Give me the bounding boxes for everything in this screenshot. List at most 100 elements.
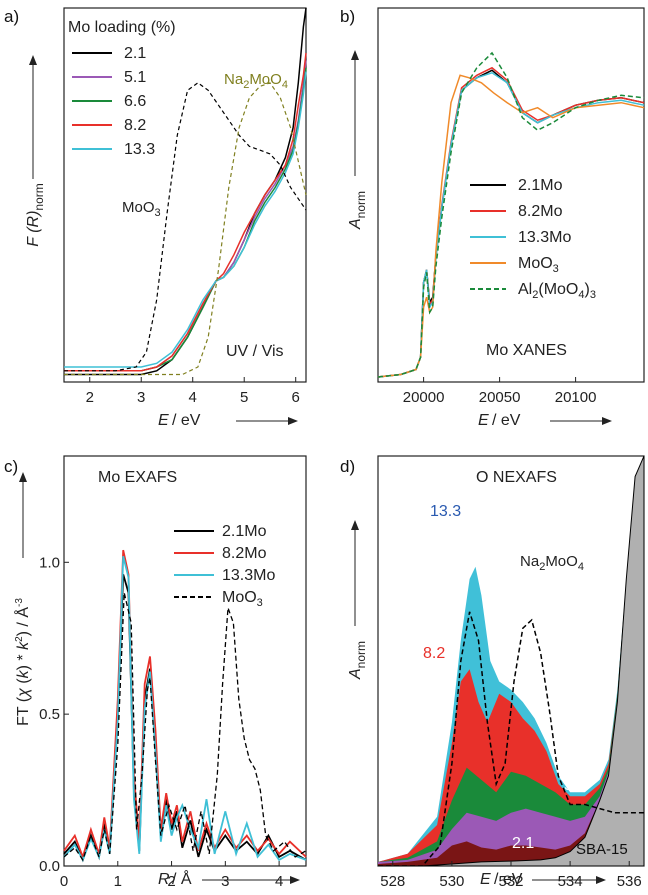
panel-a-series — [64, 7, 307, 376]
panel-b-label: b) — [340, 7, 355, 26]
panel-d-label: d) — [340, 457, 355, 476]
panel-b-series-13-3mo — [377, 71, 645, 378]
panel-a-xtick-label-4: 4 — [189, 389, 197, 406]
panel-d-xtick-label-528: 528 — [380, 873, 405, 890]
panel-b-xlabel: E / eV — [478, 412, 612, 429]
panel-a-series-na2moo4 — [64, 82, 307, 376]
panel-b-frame — [377, 7, 645, 383]
panel-a-ticks: 2 3 4 5 6 — [86, 377, 300, 406]
svg-text:/ Å: / Å — [172, 869, 192, 888]
panel-c-xlabel: R / Å — [158, 869, 300, 888]
panel-b-legend-label-2-1mo: 2.1Mo — [518, 177, 563, 194]
panel-c-frame — [63, 455, 307, 867]
panel-d-label-8-2: 8.2 — [423, 645, 445, 662]
panel-b-xtick-label-20050: 20050 — [479, 389, 521, 406]
panel-b-legend-label-al2-moo4-3: Al2(MoO4)3 — [518, 281, 596, 301]
svg-text:FT (χ (k) * k2) / Å-3: FT (χ (k) * k2) / Å-3 — [13, 598, 32, 726]
panel-c-xtick-label-0: 0 — [60, 873, 68, 890]
panel-b-legend: 2.1Mo 8.2Mo 13.3Mo MoO3 Al2(MoO4)3 — [470, 177, 596, 301]
panel-d-label-13-3: 13.3 — [430, 503, 461, 520]
panel-a-xlabel: E / eV — [158, 412, 298, 429]
panel-b-series-al2-moo4-3 — [377, 51, 645, 378]
panel-b-series-2-1mo — [377, 69, 645, 378]
panel-d-ticks: 528 530 532 534 536 — [380, 861, 642, 890]
panel-b-series-moo3 — [377, 74, 645, 378]
panel-d-na2moo4-label: Na2MoO4 — [520, 553, 584, 573]
panel-c-ytick-label-0-5: 0.5 — [39, 706, 60, 723]
svg-text:Anorm: Anorm — [347, 641, 368, 680]
panel-d-label-5-1: 5.1 — [564, 777, 586, 794]
panel-d-ylabel: Anorm — [347, 520, 368, 680]
panel-b-mo-xanes: b) 20000 20050 20100 2.1Mo 8.2Mo 13.3Mo MoO3 A… — [340, 7, 645, 429]
panel-d-label-2-1: 2.1 — [512, 835, 534, 852]
panel-d-xtick-label-530: 530 — [439, 873, 464, 890]
svg-text:F (R)norm: F (R)norm — [25, 183, 46, 246]
svg-text:/ eV: / eV — [172, 412, 201, 429]
panel-a-series-13-3 — [64, 71, 307, 368]
panel-a-legend-label-2-1: 2.1 — [124, 45, 146, 62]
panel-b-legend-label-8-2mo: 8.2Mo — [518, 203, 563, 220]
panel-c-xtick-label-4: 4 — [275, 873, 283, 890]
panel-d-plot-area — [378, 456, 644, 866]
panel-c-series-2-1mo — [63, 574, 307, 863]
panel-a-series-6-6 — [64, 67, 307, 372]
panel-a-series-5-1 — [64, 60, 307, 372]
svg-text:R: R — [158, 871, 170, 888]
panel-d-xtick-label-534: 534 — [558, 873, 583, 890]
panel-c-legend-label-13-3mo: 13.3Mo — [222, 567, 275, 584]
svg-text:E: E — [158, 412, 169, 429]
panel-a-legend: 2.1 5.1 6.6 8.2 13.3 — [72, 45, 155, 158]
panel-a-na2moo4-label: Na2MoO4 — [224, 71, 288, 91]
panel-b-ticks: 20000 20050 20100 — [403, 377, 596, 406]
panel-c-ytick-label-0-0: 0.0 — [39, 858, 60, 875]
panel-a-legend-label-13-3: 13.3 — [124, 141, 155, 158]
panel-d-label-sba15: SBA-15 — [576, 841, 628, 858]
svg-text:Anorm: Anorm — [347, 191, 368, 230]
panel-d-o-nexafs: d) 528 530 532 534 536 O NEXAFS 13.3 8.2 6.6… — [340, 455, 645, 890]
panel-c-legend-label-8-2mo: 8.2Mo — [222, 545, 267, 562]
svg-text:/ eV: / eV — [494, 871, 523, 888]
panel-b-series-8-2mo — [377, 66, 645, 378]
panel-c-series-8-2mo — [63, 549, 307, 860]
panel-c-ytick-label-1-0: 1.0 — [39, 554, 60, 571]
panel-b-ylabel: Anorm — [347, 50, 368, 230]
panel-a-legend-label-6-6: 6.6 — [124, 93, 146, 110]
panel-d-xtick-label-532: 532 — [498, 873, 523, 890]
panel-c-legend: 2.1Mo 8.2Mo 13.3Mo MoO3 — [174, 523, 275, 609]
panel-b-legend-label-13-3mo: 13.3Mo — [518, 229, 571, 246]
panel-c-series-moo3 — [63, 592, 307, 862]
panel-b-xtick-label-20000: 20000 — [403, 389, 445, 406]
panel-a-xtick-label-3: 3 — [137, 389, 145, 406]
panel-c-series-13-3mo — [63, 555, 307, 863]
panel-a-legend-label-5-1: 5.1 — [124, 69, 146, 86]
panel-b-series — [377, 51, 645, 378]
panel-a-annotation: UV / Vis — [226, 343, 284, 360]
panel-a-legend-title: Mo loading (%) — [68, 19, 176, 36]
panel-d-series-na2moo4 — [378, 611, 644, 866]
panel-c-label: c) — [4, 457, 18, 476]
panel-a-moo3-label: MoO3 — [122, 199, 161, 219]
panel-a-uv-vis: a) 2 3 4 5 6 Mo loading (%) 2.1 5.1 6.6 8.2 13.3… — [4, 7, 307, 429]
svg-text:E: E — [480, 871, 491, 888]
panel-c-ticks: 0 1 2 3 4 0.0 0.5 1.0 — [39, 554, 283, 890]
panel-a-xtick-label-6: 6 — [292, 389, 300, 406]
panel-c-title: Mo EXAFS — [98, 469, 177, 486]
panel-d-xtick-label-536: 536 — [617, 873, 642, 890]
panel-c-legend-label-2-1mo: 2.1Mo — [222, 523, 267, 540]
panel-a-xtick-label-5: 5 — [240, 389, 248, 406]
panel-a-series-moo3 — [64, 82, 307, 372]
panel-c-xtick-label-2: 2 — [167, 873, 175, 890]
panel-c-xtick-label-1: 1 — [114, 873, 122, 890]
panel-d-area-sba-15 — [378, 456, 644, 866]
panel-b-legend-label-moo3: MoO3 — [518, 255, 559, 275]
panel-c-xtick-label-3: 3 — [221, 873, 229, 890]
svg-text:/ eV: / eV — [492, 412, 521, 429]
panel-a-ylabel: F (R)norm — [25, 55, 46, 247]
panel-a-label: a) — [4, 7, 19, 26]
panel-c-mo-exafs: c) Mo EXAFS 0 1 2 3 4 0.0 0.5 1.0 2.1Mo 8.2Mo 13.… — [4, 455, 307, 890]
panel-c-legend-label-moo3: MoO3 — [222, 589, 263, 609]
panel-d-xlabel: E / eV — [480, 871, 606, 888]
panel-c-ylabel: FT (χ (k) * k2) / Å-3 — [13, 472, 32, 726]
svg-text:E: E — [478, 412, 489, 429]
